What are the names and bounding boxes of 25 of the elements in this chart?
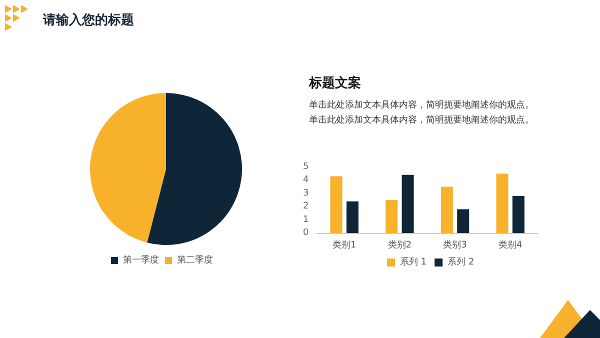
chart-subtitle: 单击此处添加文本具体内容，简明扼要地阐述你的观点。单击此处添加文本具体内容，简明扼要地阐述你的观点。 — [309, 100, 534, 126]
x-tick-label: 类别3 — [443, 240, 467, 250]
legend-label: 系列 2 — [448, 256, 474, 268]
y-tick-label: 1 — [302, 214, 309, 225]
y-tick-label: 2 — [302, 202, 309, 212]
bar — [402, 174, 414, 233]
chart-title: 请输入您的标题 — [42, 12, 134, 28]
bar — [346, 201, 358, 233]
legend-label: 系列 1 — [400, 256, 427, 268]
y-tick-label: 5 — [302, 162, 309, 172]
chart-title: 标题文案 — [308, 75, 361, 91]
y-tick-label: 0 — [302, 228, 309, 238]
bar — [386, 200, 398, 233]
bar — [330, 176, 342, 233]
x-tick-label: 类别1 — [332, 240, 356, 250]
x-tick-label: 类别4 — [498, 240, 522, 250]
bar — [496, 174, 508, 233]
bar — [512, 196, 524, 233]
bar — [440, 186, 453, 233]
y-tick-label: 3 — [302, 188, 309, 198]
y-tick-label: 4 — [302, 175, 309, 186]
x-tick-label: 类别2 — [388, 240, 412, 250]
legend-label: 第二季度 — [177, 254, 213, 266]
legend-label: 第一季度 — [123, 254, 159, 266]
bar — [457, 209, 470, 233]
